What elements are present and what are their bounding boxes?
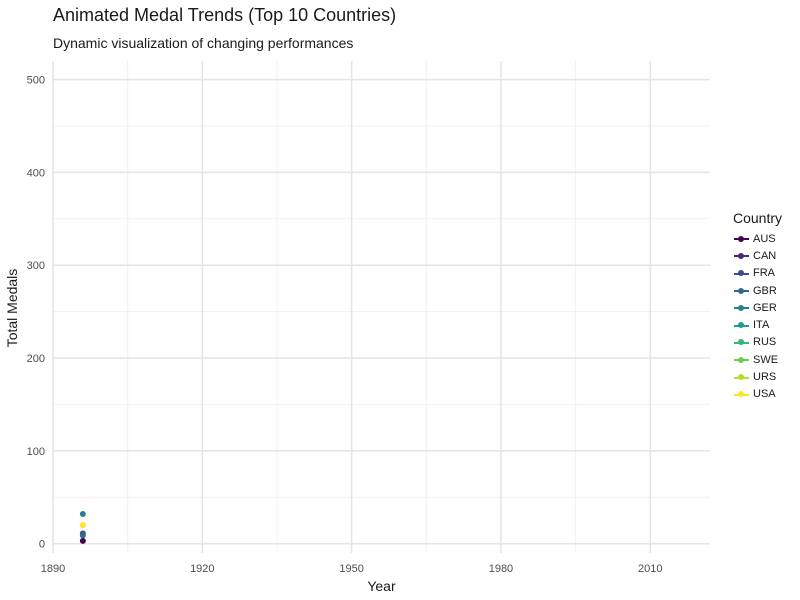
legend-label: USA: [753, 388, 776, 401]
legend-key: [733, 265, 750, 282]
legend-key: [733, 282, 750, 299]
legend-label: RUS: [753, 336, 777, 349]
legend-item-rus: RUS: [733, 334, 782, 351]
legend-key: [733, 386, 750, 403]
legend-key: [733, 334, 750, 351]
x-tick-label: 2010: [638, 563, 662, 575]
y-tick-label: 400: [27, 167, 45, 179]
x-axis-title: Year: [367, 578, 396, 594]
legend-key: [733, 369, 750, 386]
legend-item-aus: AUS: [733, 230, 782, 247]
legend-items: AUS CAN FRA GBR GER ITA RUS SWE URS USA: [733, 230, 782, 403]
legend-label: CAN: [753, 249, 777, 262]
chart-subtitle: Dynamic visualization of changing perfor…: [53, 35, 354, 51]
y-tick-label: 300: [27, 260, 45, 272]
legend-title: Country: [733, 210, 783, 226]
y-tick-label: 200: [27, 353, 45, 365]
legend: Country AUS CAN FRA GBR GER ITA RUS SWE URS USA: [733, 210, 782, 403]
legend-key: [733, 247, 750, 264]
legend-item-usa: USA: [733, 386, 782, 403]
grid: [52, 61, 710, 553]
x-tick-label: 1980: [489, 563, 513, 575]
legend-key: [733, 230, 750, 247]
legend-item-ger: GER: [733, 299, 782, 316]
legend-key: [733, 317, 750, 334]
legend-item-fra: FRA: [733, 265, 782, 282]
legend-item-can: CAN: [733, 247, 782, 264]
y-tick-label: 0: [39, 539, 45, 551]
legend-label: ITA: [753, 319, 770, 332]
legend-label: GBR: [753, 284, 777, 297]
legend-key: [733, 351, 750, 368]
legend-label: SWE: [753, 353, 779, 366]
data-point-ger: [79, 511, 86, 518]
x-tick-label: 1950: [339, 563, 363, 575]
legend-label: GER: [753, 301, 777, 314]
tick-labels: 1890 1920 1950 1980 2010 0 100 200 300 400 500: [27, 75, 663, 575]
legend-label: AUS: [753, 232, 776, 245]
y-axis-title: Total Medals: [4, 269, 20, 348]
data-point-aus: [79, 537, 86, 544]
series-layer: [79, 511, 86, 544]
data-point-gbr: [79, 532, 86, 539]
legend-key: [733, 299, 750, 316]
legend-item-gbr: GBR: [733, 282, 782, 299]
legend-item-swe: SWE: [733, 351, 782, 368]
y-tick-label: 100: [27, 446, 45, 458]
y-tick-label: 500: [27, 75, 45, 87]
x-tick-label: 1890: [41, 563, 65, 575]
legend-item-urs: URS: [733, 368, 782, 385]
x-tick-label: 1920: [190, 563, 214, 575]
legend-label: FRA: [753, 267, 775, 280]
legend-label: URS: [753, 371, 777, 384]
chart-title: Animated Medal Trends (Top 10 Countries): [53, 5, 397, 25]
legend-item-ita: ITA: [733, 316, 782, 333]
data-point-usa: [79, 522, 86, 529]
